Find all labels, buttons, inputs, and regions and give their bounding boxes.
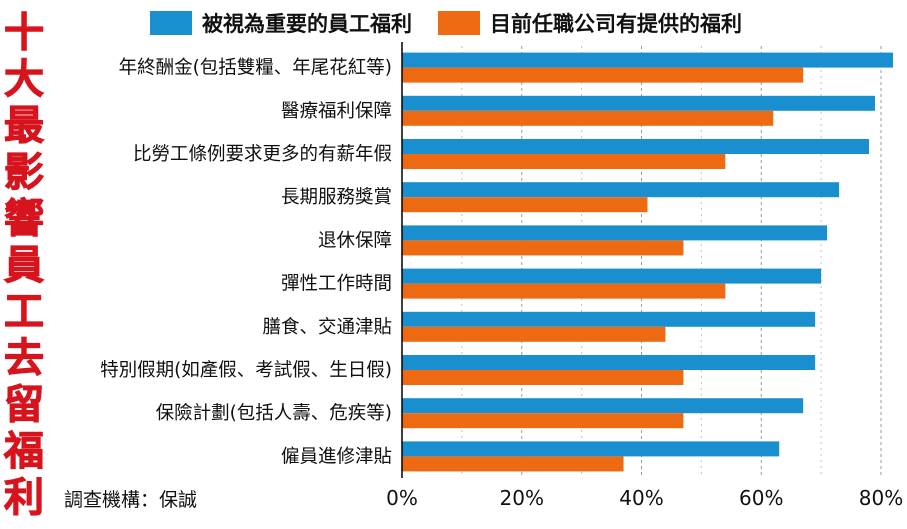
bar-important	[402, 139, 870, 154]
x-tick-label: 60%	[739, 486, 783, 510]
legend: 被視為重要的員工福利 目前任職公司有提供的福利	[150, 8, 742, 38]
bar-provided	[402, 110, 774, 126]
side-title-char: 員	[4, 242, 44, 289]
category-label: 特別假期(如產假、考試假、生日假)	[100, 360, 392, 381]
x-tick-label: 40%	[619, 486, 663, 510]
side-title-char: 最	[4, 102, 44, 149]
x-tick-label: 80%	[859, 486, 903, 510]
category-label: 彈性工作時間	[281, 274, 392, 295]
category-label: 保險計劃(包括人壽、危疾等)	[156, 403, 392, 424]
legend-item-important: 被視為重要的員工福利	[150, 8, 412, 38]
category-label: 年終酬金(包括雙糧、年尾花紅等)	[119, 58, 392, 79]
bar-provided	[402, 240, 684, 256]
x-tick-label: 20%	[500, 486, 544, 510]
bar-provided	[402, 197, 648, 213]
bar-provided	[402, 283, 726, 299]
bar-important	[402, 52, 893, 68]
bar-provided	[402, 370, 684, 385]
category-label: 醫療福利保障	[281, 101, 392, 122]
side-title-char: 影	[4, 149, 44, 196]
category-label: 僱員進修津貼	[281, 446, 392, 467]
legend-label-important: 被視為重要的員工福利	[202, 12, 412, 36]
category-label: 長期服務獎賞	[281, 187, 392, 208]
side-title-char: 大	[4, 56, 44, 103]
bar-provided	[402, 326, 666, 342]
legend-swatch-important	[150, 11, 192, 35]
side-title-char: 響	[4, 195, 44, 242]
legend-label-provided: 目前任職公司有提供的福利	[490, 12, 742, 36]
side-title-char: 工	[4, 288, 44, 335]
bar-important	[402, 225, 828, 241]
bar-important	[402, 355, 816, 370]
bar-important	[402, 268, 822, 284]
category-label: 膳食、交通津貼	[262, 317, 392, 338]
bar-provided	[402, 154, 726, 169]
source-note: 調查機構：保誠	[64, 489, 198, 511]
legend-swatch-provided	[438, 11, 480, 35]
category-label: 比勞工條例要求更多的有薪年假	[133, 144, 392, 165]
category-label: 退休保障	[318, 230, 392, 251]
bar-provided	[402, 413, 684, 429]
side-title-char: 留	[4, 381, 44, 428]
bar-important	[402, 182, 840, 198]
bar-important	[402, 441, 780, 457]
bar-important	[402, 398, 804, 414]
bar-important	[402, 95, 876, 111]
legend-item-provided: 目前任職公司有提供的福利	[438, 8, 742, 38]
x-tick-label: 0%	[386, 486, 418, 510]
side-title-char: 去	[4, 335, 44, 382]
side-title-char: 利	[4, 474, 44, 521]
bar-provided	[402, 456, 624, 472]
bar-important	[402, 311, 816, 327]
side-title-char: 福	[3, 428, 44, 475]
side-title-char: 十	[4, 9, 44, 56]
bar-provided	[402, 67, 804, 83]
